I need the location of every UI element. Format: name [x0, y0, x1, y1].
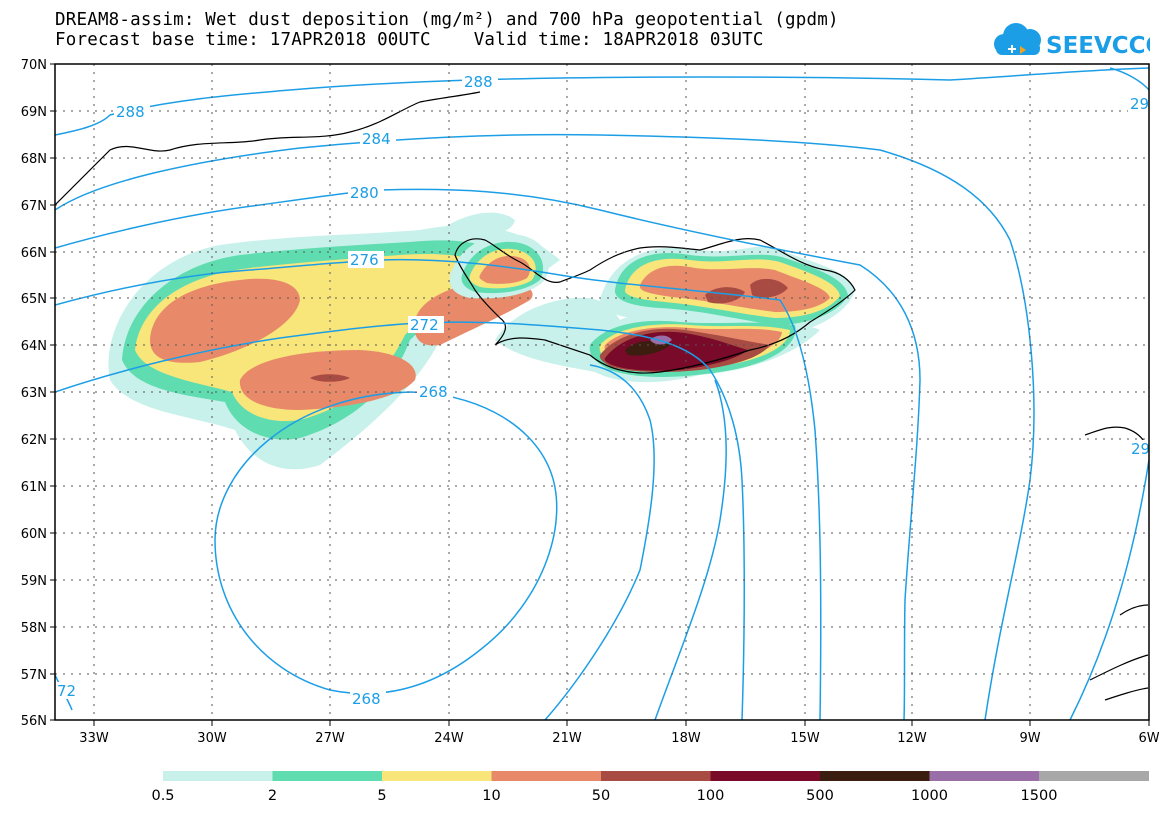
colorbar-level-label: 50: [592, 788, 610, 804]
lon-label-12w: 12W: [897, 731, 927, 746]
cloud-icon: [994, 23, 1041, 55]
contour-label-268-south: 268: [352, 690, 381, 708]
longitude-axis: 33W 30W 27W 24W 21W 18W 15W 12W 9W 6W: [79, 720, 1160, 746]
contour-label-268-north: 268: [419, 383, 448, 401]
contour-labels: 288 288 284 280 276 272 268 268 29 29 72: [56, 73, 1150, 708]
lat-label-69n: 69N: [21, 105, 47, 120]
colorbar-swatch: [382, 771, 492, 781]
lon-label-27w: 27W: [315, 731, 345, 746]
latitude-axis: 70N 69N 68N 67N 66N 65N 64N 63N 62N 61N …: [21, 58, 55, 729]
colorbar-level-label: 0.5: [151, 788, 174, 804]
map-subtitle: Forecast base time: 17APR2018 00UTC Vali…: [55, 30, 764, 50]
lat-label-58n: 58N: [21, 621, 47, 636]
contour-label-288-north: 288: [464, 73, 493, 91]
contour-label-272: 272: [410, 316, 439, 334]
lat-label-62n: 62N: [21, 433, 47, 448]
contour-label-29-north: 29: [1130, 95, 1149, 113]
colorbar-level-label: 2: [268, 788, 277, 804]
lon-label-18w: 18W: [671, 731, 701, 746]
colorbar-swatch: [929, 771, 1040, 781]
colorbar: 0.5 2 5 10 50 100 500 1000 1500: [151, 771, 1149, 804]
coastline: [55, 91, 1149, 701]
lat-label-63n: 63N: [21, 386, 47, 401]
lon-label-24w: 24W: [434, 731, 464, 746]
colorbar-swatch: [163, 771, 273, 781]
contour-label-72: 72: [57, 682, 76, 700]
lon-label-15w: 15W: [790, 731, 820, 746]
lon-label-9w: 9W: [1019, 731, 1040, 746]
colorbar-swatch: [1039, 771, 1149, 781]
lon-label-6w: 6W: [1138, 731, 1159, 746]
lat-label-57n: 57N: [21, 668, 47, 683]
colorbar-swatch: [820, 771, 930, 781]
contour-label-284: 284: [362, 130, 391, 148]
lat-label-66n: 66N: [21, 246, 47, 261]
contour-label-280: 280: [350, 184, 379, 202]
lat-label-59n: 59N: [21, 574, 47, 589]
colorbar-swatch: [601, 771, 711, 781]
seevccc-logo: SEEVCCC: [994, 23, 1150, 59]
colorbar-level-label: 500: [806, 788, 834, 804]
colorbar-level-label: 1000: [911, 788, 948, 804]
lon-label-30w: 30W: [197, 731, 227, 746]
lat-label-65n: 65N: [21, 292, 47, 307]
colorbar-level-label: 100: [697, 788, 725, 804]
logo-text: SEEVCCC: [1046, 33, 1150, 59]
colorbar-swatch: [710, 771, 821, 781]
colorbar-swatch: [272, 771, 383, 781]
lat-label-70n: 70N: [21, 58, 47, 73]
lat-label-56n: 56N: [21, 714, 47, 729]
lat-label-64n: 64N: [21, 339, 47, 354]
colorbar-level-label: 10: [482, 788, 500, 804]
lat-label-68n: 68N: [21, 152, 47, 167]
lon-label-33w: 33W: [79, 731, 109, 746]
colorbar-level-label: 1500: [1021, 788, 1058, 804]
map-title: DREAM8-assim: Wet dust deposition (mg/m²…: [55, 10, 839, 30]
colorbar-level-label: 5: [377, 788, 386, 804]
contour-label-288-west: 288: [116, 103, 145, 121]
lon-label-21w: 21W: [552, 731, 582, 746]
dust-deposition-fill: [108, 212, 855, 470]
contour-label-29-east: 29: [1131, 440, 1150, 458]
lat-label-60n: 60N: [21, 527, 47, 542]
colorbar-swatch: [491, 771, 602, 781]
lat-label-61n: 61N: [21, 480, 47, 495]
contour-label-276: 276: [350, 251, 379, 269]
lat-label-67n: 67N: [21, 199, 47, 214]
